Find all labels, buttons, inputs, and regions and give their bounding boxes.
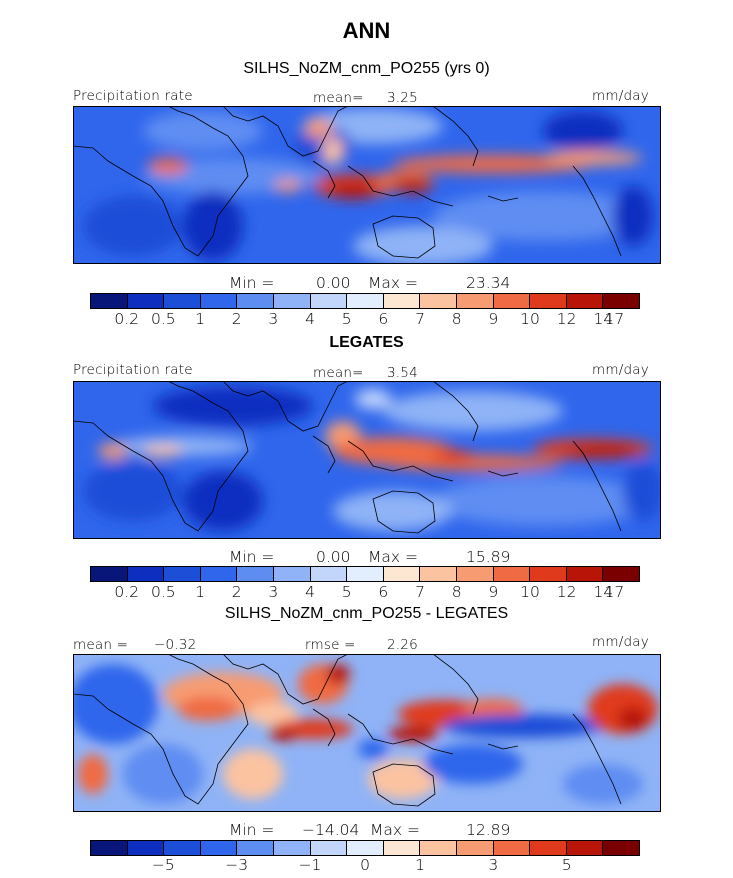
panel-2-max-label: Max =: [368, 548, 418, 566]
panel-2-variable-label: Precipitation rate: [73, 362, 193, 378]
colorbar-tick-label: 14: [593, 310, 614, 328]
colorbar-tick-label: 9: [488, 583, 499, 601]
colorbar-tick-label: 1: [195, 310, 205, 328]
colorbar-tick-label: 10: [520, 583, 540, 601]
colorbar-tick-label: 5: [341, 583, 352, 601]
panel-1-map: [73, 106, 661, 264]
colorbar-tick-label: 4: [305, 310, 315, 328]
colorbar-tick-label: 5: [561, 856, 572, 874]
panel-3-max-label: Max =: [370, 821, 420, 839]
panel-1-max-value: 23.34: [466, 274, 511, 292]
panel-1-mean-value: 3.25: [387, 90, 418, 106]
colorbar-tick-label: 3: [488, 856, 499, 874]
panel-1-min-label: Min =: [229, 274, 275, 292]
panel-2-min-value: 0.00: [316, 548, 351, 566]
panel-1-colorbar: [90, 293, 640, 309]
colorbar-tick-label: 5: [341, 310, 352, 328]
colorbar-tick-label: 10: [520, 310, 540, 328]
colorbar-tick-label: 17: [604, 310, 625, 328]
panel-1-units: mm/day: [592, 88, 649, 104]
panel-2-map: [73, 381, 661, 539]
colorbar-tick-label: 0: [360, 856, 370, 874]
colorbar-tick-label: 3: [268, 583, 279, 601]
colorbar-tick-label: 0.5: [151, 310, 176, 328]
colorbar-tick-label: 6: [378, 583, 389, 601]
panel-3-title: SILHS_NoZM_cnm_PO255 - LEGATES: [224, 605, 509, 622]
panel-3-mean-label: mean =: [73, 637, 129, 653]
panel-3-rmse-label: rmse =: [305, 637, 356, 653]
colorbar-tick-label: 0.5: [151, 583, 176, 601]
panel-3-rmse-value: 2.26: [387, 637, 418, 653]
colorbar-tick-label: 7: [415, 310, 425, 328]
colorbar-tick-label: 4: [305, 583, 315, 601]
panel-1-min-value: 0.00: [316, 274, 351, 292]
panel-2-min-label: Min =: [229, 548, 275, 566]
colorbar-tick-label: 3: [268, 310, 279, 328]
colorbar-tick-label: 1: [195, 583, 205, 601]
colorbar-tick-label: 7: [415, 583, 425, 601]
colorbar-tick-label: 8: [451, 310, 462, 328]
panel-2-title: LEGATES: [329, 334, 404, 351]
colorbar-tick-label: −1: [298, 856, 322, 874]
figure-title: ANN: [342, 18, 391, 43]
colorbar-tick-label: 9: [488, 310, 499, 328]
panel-2-mean-value: 3.54: [387, 365, 418, 381]
colorbar-tick-label: −3: [225, 856, 249, 874]
colorbar-tick-label: 14: [593, 583, 614, 601]
panel-3-map: [73, 654, 661, 812]
colorbar-tick-label: 8: [451, 583, 462, 601]
panel-3-colorbar: [90, 840, 640, 856]
panel-2-max-value: 15.89: [466, 548, 511, 566]
colorbar-tick-label: 17: [604, 583, 625, 601]
panel-3-units: mm/day: [592, 634, 649, 650]
colorbar-tick-label: 2: [231, 310, 242, 328]
panel-1-mean-label: mean=: [313, 90, 364, 106]
colorbar-tick-label: 6: [378, 310, 389, 328]
panel-3-min-label: Min =: [229, 821, 275, 839]
colorbar-tick-label: −5: [151, 856, 175, 874]
panel-1-title: SILHS_NoZM_cnm_PO255 (yrs 0): [243, 60, 490, 77]
panel-3-min-value: −14.04: [302, 821, 360, 839]
panel-1-max-label: Max =: [368, 274, 418, 292]
panel-1-variable-label: Precipitation rate: [73, 88, 193, 104]
colorbar-tick-label: 0.2: [114, 583, 139, 601]
colorbar-tick-label: 0.2: [114, 310, 139, 328]
panel-3-max-value: 12.89: [466, 821, 511, 839]
colorbar-tick-label: 1: [415, 856, 425, 874]
colorbar-tick-label: 2: [231, 583, 242, 601]
panel-3-mean-value: −0.32: [154, 637, 197, 653]
colorbar-tick-label: 12: [556, 310, 577, 328]
colorbar-tick-label: 12: [556, 583, 577, 601]
panel-2-units: mm/day: [592, 362, 649, 378]
panel-2-mean-label: mean=: [313, 365, 364, 381]
panel-2-colorbar: [90, 566, 640, 582]
